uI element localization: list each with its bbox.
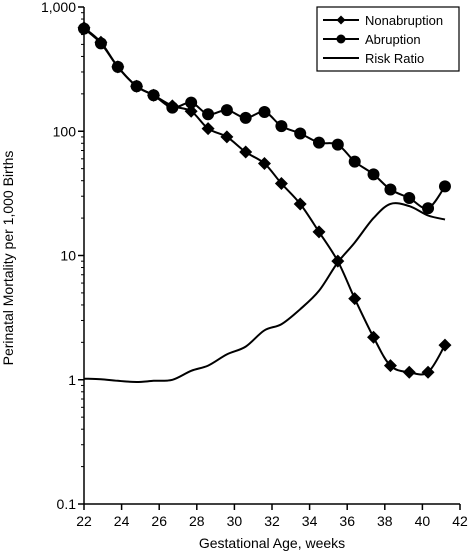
abruption-point	[438, 180, 451, 193]
nonabruption-point	[201, 122, 215, 136]
abruption-point	[258, 105, 271, 118]
x-tick-label: 24	[114, 513, 130, 529]
x-tick-label: 42	[452, 513, 468, 529]
abruption-point	[331, 138, 344, 151]
legend-abruption-marker	[336, 34, 346, 44]
abruption-point	[111, 60, 124, 73]
legend: Nonabruption Abruption Risk Ratio	[316, 6, 460, 72]
legend-abruption-label: Abruption	[365, 32, 421, 47]
series-abruption	[78, 22, 451, 215]
abruption-point	[275, 120, 288, 133]
nonabruption-point	[257, 157, 271, 171]
y-tick-label: 10	[60, 248, 76, 264]
abruption-point	[147, 89, 160, 102]
x-tick-label: 30	[227, 513, 243, 529]
abruption-point	[185, 96, 198, 109]
abruption-point	[239, 111, 252, 124]
nonabruption-point	[239, 145, 253, 159]
legend-nonabruption-label: Nonabruption	[365, 13, 443, 28]
x-tick-label: 38	[377, 513, 393, 529]
nonabruption-point	[438, 338, 452, 352]
abruption-point	[294, 127, 307, 140]
x-axis-label: Gestational Age, weeks	[199, 535, 345, 551]
y-axis-label: Perinatal Mortality per 1,000 Births	[0, 151, 16, 366]
nonabruption-point	[402, 365, 416, 379]
abruption-point	[130, 80, 143, 93]
x-tick-label: 36	[339, 513, 355, 529]
abruption-point	[384, 183, 397, 196]
y-tick-label: 1,000	[41, 0, 76, 15]
abruption-point	[422, 202, 435, 215]
nonabruption-point	[348, 292, 362, 306]
series-layer	[77, 21, 452, 384]
nonabruption-point	[312, 225, 326, 239]
abruption-point	[202, 108, 215, 121]
x-tick-label: 32	[264, 513, 280, 529]
legend-nonabruption-marker	[336, 15, 346, 25]
x-tick-label: 26	[151, 513, 167, 529]
y-tick-label: 1	[68, 372, 76, 388]
nonabruption-point	[184, 104, 198, 118]
y-tick-label: 0.1	[57, 496, 77, 512]
abruption-point	[348, 155, 361, 168]
nonabruption-point	[293, 197, 307, 211]
series-risk-ratio	[83, 202, 446, 384]
abruption-point	[166, 101, 179, 114]
abruption-point	[78, 22, 90, 35]
nonabruption-point	[383, 359, 397, 373]
abruption-point	[220, 104, 233, 117]
abruption-point	[313, 136, 325, 149]
nonabruption-point	[220, 130, 234, 144]
y-tick-label: 100	[53, 123, 77, 139]
abruption-point	[403, 192, 416, 205]
abruption-point	[367, 168, 380, 181]
x-tick-label: 34	[302, 513, 318, 529]
x-tick-label: 22	[76, 513, 92, 529]
x-tick-label: 40	[415, 513, 431, 529]
risk-ratio-line	[83, 202, 446, 384]
x-tick-label: 28	[189, 513, 205, 529]
nonabruption-point	[421, 365, 435, 379]
legend-risk-ratio-label: Risk Ratio	[365, 51, 424, 66]
axes: 0.1 1 10 100 1,000 22 24 26 28 30 32 34 36 38 40 42	[41, 0, 468, 529]
nonabruption-point	[367, 330, 381, 344]
nonabruption-point	[274, 176, 288, 190]
abruption-point	[94, 37, 107, 50]
